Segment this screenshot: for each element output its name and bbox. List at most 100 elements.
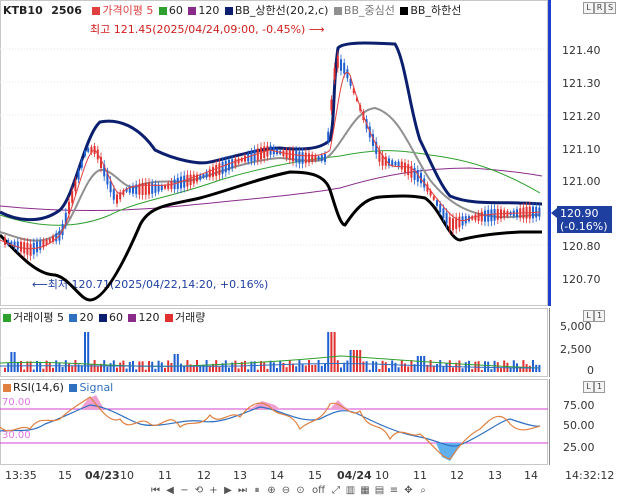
vol-ma20-swatch-icon xyxy=(69,313,78,322)
y-tick: 121.10 xyxy=(562,143,601,156)
arrow-right-icon[interactable]: ▶ xyxy=(224,485,232,496)
mini-button-s[interactable]: S xyxy=(605,2,616,14)
rsi-mini-button-l[interactable]: L xyxy=(583,381,594,393)
volume-legend: 거래이평 5 20 60 120 거래량 xyxy=(3,311,207,324)
ma60-line xyxy=(0,150,541,226)
plus-icon[interactable]: + xyxy=(209,485,218,496)
arrow-right-end-icon[interactable]: ⏭ xyxy=(238,485,247,496)
minus-icon[interactable]: − xyxy=(180,485,189,496)
chart-icon[interactable]: ▥ xyxy=(345,485,356,496)
rsi-level-low: 30.00 xyxy=(2,430,31,441)
y-tick: 120.80 xyxy=(562,240,601,253)
rsi-oversold-fill xyxy=(436,443,462,461)
zoom-out-icon[interactable]: ⊖ xyxy=(281,485,291,496)
x-axis-label: 13 xyxy=(233,469,247,482)
zoom-icon[interactable]: ⌕ xyxy=(420,485,426,496)
legend-vol-ma20: 20 xyxy=(79,311,94,324)
rsi-swatch-icon xyxy=(3,383,11,392)
legend-vol-ma5: 거래이평 5 xyxy=(13,311,64,324)
price-panel[interactable] xyxy=(0,0,548,306)
price-scale-marker xyxy=(548,0,551,306)
zoom-in-icon[interactable]: ⊕ xyxy=(267,485,276,496)
reset-icon[interactable]: ⟲ xyxy=(194,485,204,496)
rsi-y-tick: 50.00 xyxy=(563,419,595,432)
legend-rsi: RSI(14,6) xyxy=(13,381,64,394)
arrow-left-icon[interactable]: ◀ xyxy=(166,485,174,496)
low-annotation: ⟵최저 120.71(2025/04/22,14:20, +0.16%) xyxy=(32,276,268,292)
arrow-left-icon: ⟵ xyxy=(32,278,48,291)
volume-chart[interactable] xyxy=(0,308,548,377)
rsi-y-tick: 25.00 xyxy=(563,441,595,454)
rsi-chart[interactable] xyxy=(0,379,548,465)
list-icon[interactable]: ≡ xyxy=(389,485,399,496)
legend-vol-ma120: 120 xyxy=(138,311,160,324)
bb-upper-line xyxy=(0,41,543,222)
rsi-level-high: 70.00 xyxy=(2,397,31,408)
x-axis-label: 15 xyxy=(308,469,322,482)
legend-bb-upper: BB_상한선(20,2,c) xyxy=(234,4,329,17)
y-tick: 121.40 xyxy=(562,44,601,57)
legend-bb-lower: BB_하한선 xyxy=(410,4,462,17)
cursor-icon[interactable]: ✥ xyxy=(404,485,413,496)
y-axis-volume xyxy=(549,308,620,377)
x-axis-label: 10 xyxy=(375,469,389,482)
off-toggle[interactable]: off xyxy=(311,485,325,496)
ma5-line xyxy=(0,71,541,250)
x-axis-time: 14:32:12 xyxy=(565,469,615,482)
x-axis-label: 13:35 xyxy=(5,469,37,482)
x-axis-label: 04/24 xyxy=(337,469,372,482)
x-axis-label: 10 xyxy=(120,469,134,482)
x-axis-label: 12 xyxy=(197,469,211,482)
last-price: 120.90 xyxy=(560,207,599,220)
legend-vol-ma60: 60 xyxy=(108,311,123,324)
bb-lower-line xyxy=(0,170,542,302)
last-change: (-0.16%) xyxy=(560,220,608,233)
expand-icon[interactable]: ⤢ xyxy=(332,485,340,496)
layout-icon[interactable]: ▤ xyxy=(374,485,385,496)
mini-button-l[interactable]: L xyxy=(583,2,594,14)
x-axis-label: 11 xyxy=(413,469,427,482)
rsi-panel[interactable] xyxy=(0,379,548,465)
rsi-legend: RSI(14,6) Signal xyxy=(3,381,115,394)
arrow-left-end-icon[interactable]: ⏮ xyxy=(151,485,160,496)
vol-mini-button-l[interactable]: L xyxy=(583,310,594,322)
bb-mid-swatch-icon xyxy=(333,6,342,15)
legend-signal: Signal xyxy=(79,381,114,394)
rsi-y-tick: 75.00 xyxy=(563,399,595,412)
signal-line xyxy=(0,404,541,447)
y-tick: 121.00 xyxy=(562,175,601,188)
ma60-swatch-icon xyxy=(158,6,167,15)
vol-ma60-swatch-icon xyxy=(98,313,107,322)
pause-icon[interactable]: ⏸ xyxy=(254,485,260,496)
mini-button-r[interactable]: R xyxy=(594,2,605,14)
y-axis-rsi xyxy=(549,379,620,465)
x-axis-label: 04/23 xyxy=(85,469,120,482)
y-tick: 120.70 xyxy=(562,273,601,286)
high-annotation-text: 최고 121.45(2025/04/24,09:00, -0.45%) xyxy=(90,23,306,36)
legend-ma120: 120 xyxy=(198,4,220,17)
vol-swatch-icon xyxy=(164,313,173,322)
vol-ma120-swatch-icon xyxy=(128,313,137,322)
bb-lower-swatch-icon xyxy=(400,6,409,15)
grid-icon[interactable]: ▦ xyxy=(360,485,370,496)
bb-mid-line xyxy=(0,106,541,242)
vol-y-tick: 0 xyxy=(587,364,594,377)
volume-panel[interactable] xyxy=(0,308,548,377)
x-axis-label: 13 xyxy=(488,469,502,482)
ma5-swatch-icon xyxy=(92,6,101,15)
ma120-swatch-icon xyxy=(188,6,197,15)
legend-ma60: 60 xyxy=(168,4,183,17)
vol-mini-button-1[interactable]: 1 xyxy=(594,310,605,322)
zoom-reset-icon[interactable]: ⊙ xyxy=(296,485,305,496)
vol-y-tick: 5,000 xyxy=(560,320,592,333)
x-axis-label: 11 xyxy=(158,469,172,482)
signal-swatch-icon xyxy=(69,383,78,392)
toolbar xyxy=(0,483,620,497)
rsi-mini-button-1[interactable]: 1 xyxy=(594,381,605,393)
x-axis-label: 14 xyxy=(270,469,284,482)
x-axis-label: 14 xyxy=(524,469,538,482)
vol-ma5-swatch-icon xyxy=(3,313,11,322)
last-price-box: 120.90 (-0.16%) xyxy=(557,206,612,233)
price-chart[interactable] xyxy=(0,0,548,306)
legend-ma5: 가격이평 5 xyxy=(102,4,154,17)
